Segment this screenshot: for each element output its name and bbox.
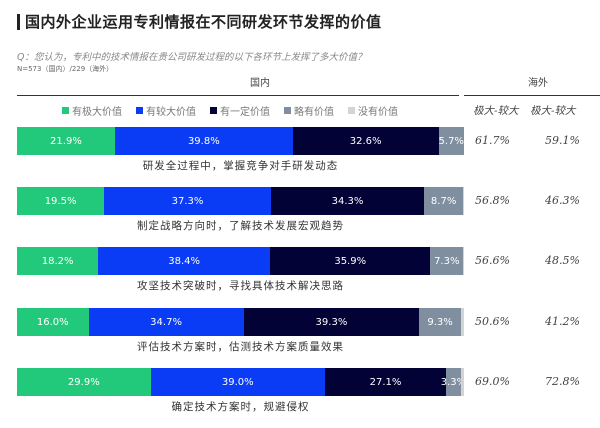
bar-segment: 39.3% bbox=[243, 308, 420, 336]
segment-value: 3.3% bbox=[440, 376, 467, 388]
segment-value: 18.2% bbox=[41, 255, 74, 267]
bar-segment: 8.7% bbox=[424, 187, 464, 215]
bar-segment: 29.9% bbox=[17, 368, 151, 396]
legend-swatch-icon bbox=[284, 107, 291, 114]
overseas-value: 48.5% bbox=[545, 254, 580, 267]
bar-segment: 3.3% bbox=[441, 368, 466, 396]
bar-segment: 32.6% bbox=[292, 127, 439, 155]
segment-value: 38.4% bbox=[168, 255, 201, 267]
stacked-bar: 21.9% 39.8% 32.6% 5.7% bbox=[17, 127, 464, 155]
domestic-column-header: 极大-较大 bbox=[473, 105, 519, 117]
segment-value: 5.7% bbox=[438, 135, 464, 147]
segment-value: 37.3% bbox=[171, 195, 204, 207]
chart-row: 29.9% 39.0% 27.1% 3.3% 确定技术方案时，规避侵权 69.0% 72.8… bbox=[17, 368, 600, 428]
segment-value: 34.7% bbox=[150, 316, 182, 328]
legend-item: 有一定价值 bbox=[210, 103, 270, 118]
legend-item: 有较大价值 bbox=[136, 103, 196, 118]
bar-segment bbox=[460, 368, 464, 396]
segment-value: 39.0% bbox=[221, 376, 254, 388]
legend-item: 略有价值 bbox=[284, 103, 334, 118]
category-label: 攻坚技术突破时，寻找具体技术解决思路 bbox=[137, 280, 344, 292]
bar-segment: 27.1% bbox=[324, 368, 447, 396]
sample-size-note: N=573（国内）/229（海外） bbox=[17, 65, 114, 73]
legend-label: 有极大价值 bbox=[72, 107, 122, 118]
stacked-bar: 16.0% 34.7% 39.3% 9.3% bbox=[17, 308, 464, 336]
category-label: 确定技术方案时，规避侵权 bbox=[171, 401, 310, 413]
segment-value: 19.5% bbox=[44, 195, 77, 207]
legend-swatch-icon bbox=[62, 107, 69, 114]
bar-segment: 34.3% bbox=[270, 187, 425, 215]
overseas-column-header: 极大-较大 bbox=[530, 105, 576, 117]
bar-segment: 18.2% bbox=[17, 247, 99, 275]
bar-segment: 34.7% bbox=[88, 308, 244, 336]
bar-segment: 37.3% bbox=[104, 187, 271, 215]
legend-label: 有一定价值 bbox=[220, 107, 270, 118]
segment-value: 29.9% bbox=[67, 376, 100, 388]
chart-row: 18.2% 38.4% 35.9% 7.3% 攻坚技术突破时，寻找具体技术解决思路 56.… bbox=[17, 247, 600, 307]
chart-row: 21.9% 39.8% 32.6% 5.7% 研发全过程中，掌握竞争对手研发动态 61.7… bbox=[17, 127, 600, 187]
overseas-header: 海外 bbox=[528, 78, 548, 89]
legend-item: 有极大价值 bbox=[62, 103, 122, 118]
overseas-value: 72.8% bbox=[545, 375, 580, 388]
bar-segment bbox=[460, 308, 464, 336]
legend-label: 有较大价值 bbox=[146, 107, 196, 118]
bar-segment: 39.0% bbox=[150, 368, 325, 396]
bar-segment: 35.9% bbox=[269, 247, 431, 275]
bar-segment: 19.5% bbox=[17, 187, 105, 215]
chart-row: 19.5% 37.3% 34.3% 8.7% 制定战略方向时，了解技术发展宏观趋势 56.… bbox=[17, 187, 600, 247]
chart-row: 16.0% 34.7% 39.3% 9.3% 评估技术方案时，估测技术方案质量效果 50.… bbox=[17, 308, 600, 368]
segment-value: 16.0% bbox=[36, 316, 69, 328]
domestic-value: 61.7% bbox=[475, 134, 510, 147]
overseas-value: 41.2% bbox=[545, 315, 580, 328]
bar-segment: 5.7% bbox=[438, 127, 464, 155]
segment-value: 9.3% bbox=[427, 316, 453, 328]
stacked-bar: 18.2% 38.4% 35.9% 7.3% bbox=[17, 247, 464, 275]
legend-label: 略有价值 bbox=[294, 107, 334, 118]
legend-swatch-icon bbox=[210, 107, 217, 114]
domestic-value: 56.8% bbox=[475, 194, 510, 207]
segment-value: 7.3% bbox=[434, 255, 460, 267]
legend-item: 没有价值 bbox=[348, 103, 398, 118]
domestic-header: 国内 bbox=[250, 78, 270, 89]
segment-value: 39.3% bbox=[315, 316, 348, 328]
segment-value: 39.8% bbox=[187, 135, 220, 147]
bar-segment: 9.3% bbox=[419, 308, 461, 336]
bar-segment: 7.3% bbox=[430, 247, 464, 275]
legend-swatch-icon bbox=[348, 107, 355, 114]
stacked-bar: 29.9% 39.0% 27.1% 3.3% bbox=[17, 368, 466, 396]
domestic-value: 69.0% bbox=[475, 375, 510, 388]
survey-question: Q：您认为，专利中的技术情报在贵公司研发过程的以下各环节上发挥了多大价值？ bbox=[17, 52, 367, 63]
bar-segment: 16.0% bbox=[17, 308, 89, 336]
domestic-value: 56.6% bbox=[475, 254, 510, 267]
domestic-value: 50.6% bbox=[475, 315, 510, 328]
segment-value: 32.6% bbox=[349, 135, 382, 147]
legend: 有极大价值 有较大价值 有一定价值 略有价值 没有价值 bbox=[62, 103, 398, 118]
domestic-divider bbox=[17, 95, 459, 96]
segment-value: 8.7% bbox=[430, 195, 457, 207]
segment-value: 21.9% bbox=[50, 135, 82, 147]
category-label: 制定战略方向时，了解技术发展宏观趋势 bbox=[137, 220, 344, 232]
segment-value: 27.1% bbox=[369, 376, 402, 388]
bar-segment bbox=[463, 247, 464, 275]
bar-segment bbox=[463, 187, 464, 215]
segment-value: 34.3% bbox=[331, 195, 364, 207]
chart-title: 国内外企业运用专利情报在不同研发环节发挥的价值 bbox=[25, 13, 382, 31]
overseas-value: 59.1% bbox=[545, 134, 580, 147]
bar-segment: 38.4% bbox=[98, 247, 270, 275]
bar-segment: 21.9% bbox=[17, 127, 115, 155]
stacked-bar: 19.5% 37.3% 34.3% 8.7% bbox=[17, 187, 464, 215]
overseas-value: 46.3% bbox=[545, 194, 580, 207]
segment-value: 35.9% bbox=[334, 255, 367, 267]
category-label: 研发全过程中，掌握竞争对手研发动态 bbox=[142, 160, 339, 172]
category-label: 评估技术方案时，估测技术方案质量效果 bbox=[137, 341, 344, 353]
overseas-divider bbox=[464, 95, 600, 96]
legend-label: 没有价值 bbox=[358, 107, 398, 118]
bar-segment: 39.8% bbox=[114, 127, 293, 155]
legend-swatch-icon bbox=[136, 107, 143, 114]
title-accent-bar bbox=[17, 14, 20, 30]
